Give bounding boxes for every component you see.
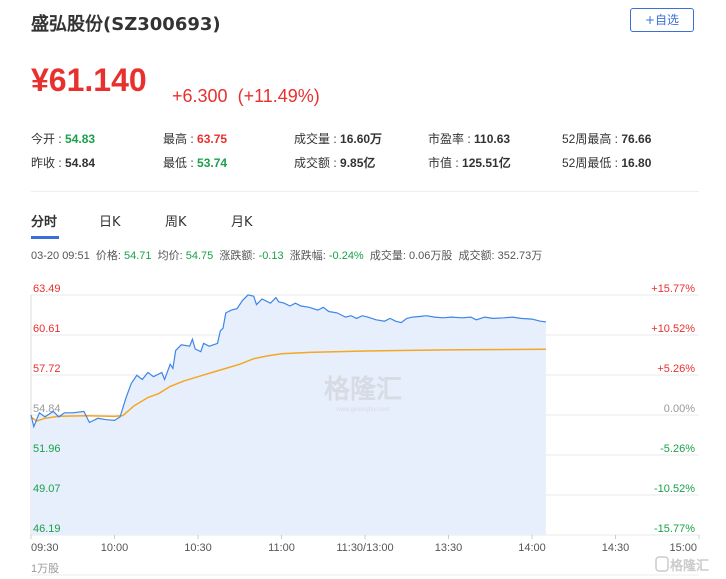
current-price: ¥61.140 [31,62,147,98]
stat-item: 最高 : 63.75 [163,130,227,147]
stat-label: 52周最高 : [562,132,622,146]
stat-item: 市盈率 : 110.63 [428,130,510,147]
stat-value: 16.80 [621,156,652,170]
stat-value: 54.83 [65,132,96,146]
stat-label: 成交额 : [294,156,341,170]
y-tick-label-right: -15.77% [654,523,695,535]
x-tick-label: 14:00 [518,542,546,554]
tab-weekly-k[interactable]: 周K [165,215,187,230]
y-tick-label-right: +5.26% [657,363,695,375]
change-pct: (+11.49%) [237,86,320,106]
tab-daily-k[interactable]: 日K [99,215,121,230]
corner-logo: 格隆汇 [655,556,709,574]
stat-label: 成交量 : [294,132,341,146]
stat-item: 市值 : 125.51亿 [428,154,511,171]
info-pct-label: 涨跌幅: [289,250,326,262]
info-price-label: 价格: [95,250,121,262]
x-tick-label: 14:30 [602,542,630,554]
hover-info: 03-20 09:51 价格: 54.71 均价: 54.75 涨跌额: -0.… [31,247,542,263]
info-amt-label: 成交额: [458,250,495,262]
price-area [31,294,546,535]
stat-item: 52周最低 : 16.80 [562,154,651,171]
stat-item: 成交额 : 9.85亿 [294,154,375,171]
svg-text:格隆汇: 格隆汇 [670,558,709,574]
add-watchlist-button[interactable]: +自选 [630,8,694,32]
info-price: 54.71 [123,250,152,262]
y-tick-label-right: +10.52% [651,323,695,335]
y-tick-label-right: -5.26% [660,443,695,455]
stat-item: 52周最高 : 76.66 [562,130,651,147]
y-tick-label-right: 0.00% [664,403,695,415]
info-vol-label: 成交量: [369,250,406,262]
info-vol: 0.06万股 [408,250,453,262]
stat-item: 最低 : 53.74 [163,154,227,171]
stat-label: 今开 : [31,132,66,146]
y-tick-label: 49.07 [33,483,61,495]
price-change: +6.300 (+11.49%) [172,86,320,107]
divider [31,191,699,192]
stock-title: 盛弘股份(SZ300693) [31,14,221,35]
y-tick-label: 46.19 [33,523,61,535]
y-tick-label: 63.49 [33,283,61,295]
price-line [30,294,546,429]
active-tab-indicator [31,236,59,239]
y-tick-label: 54.84 [33,403,61,415]
stat-label: 52周最低 : [562,156,622,170]
tab-intraday[interactable]: 分时 [31,215,58,230]
x-tick-label: 10:30 [184,542,212,554]
tab-monthly-k[interactable]: 月K [231,215,253,230]
stat-item: 今开 : 54.83 [31,130,95,147]
stat-label: 最高 : [163,132,198,146]
stat-label: 市盈率 : [428,132,475,146]
x-tick-label: 11:00 [268,542,295,554]
info-avg: 54.75 [185,250,214,262]
volume-label: 1万股 [31,562,59,575]
stat-label: 市值 : [428,156,463,170]
y-tick-label-right: -10.52% [654,483,695,495]
watermark: 格隆汇 [324,374,402,405]
x-tick-label: 13:30 [435,542,463,554]
y-tick-label-right: +15.77% [651,283,695,295]
watermark-url: www.gelonghui.com [335,407,389,413]
info-chg: -0.13 [258,250,284,262]
y-tick-label: 60.61 [33,323,61,335]
stat-value: 76.66 [621,132,652,146]
y-tick-label: 51.96 [33,443,61,455]
stat-value: 53.74 [197,156,228,170]
stat-value: 9.85亿 [340,156,376,170]
stat-value: 125.51亿 [462,156,511,170]
info-pct: -0.24% [328,250,364,262]
stat-value: 63.75 [197,132,228,146]
stat-item: 昨收 : 54.84 [31,154,95,171]
info-avg-label: 均价: [157,250,183,262]
stat-label: 昨收 : [31,156,66,170]
x-tick-label: 10:00 [101,542,129,554]
stat-label: 最低 : [163,156,198,170]
stat-value: 54.84 [65,156,96,170]
x-tick-label: 09:30 [31,542,59,554]
average-price-line [30,348,546,422]
stat-value: 110.63 [474,132,511,146]
x-tick-label: 11:30/13:00 [336,542,393,554]
info-datetime: 03-20 09:51 [31,250,90,262]
info-chg-label: 涨跌额: [219,250,256,262]
y-tick-label: 57.72 [33,363,61,375]
stat-value: 16.60万 [340,132,383,146]
stat-item: 成交量 : 16.60万 [294,130,382,147]
change-value: +6.300 [172,86,228,106]
x-tick-label: 15:00 [669,542,697,554]
info-amt: 352.73万 [497,250,543,262]
